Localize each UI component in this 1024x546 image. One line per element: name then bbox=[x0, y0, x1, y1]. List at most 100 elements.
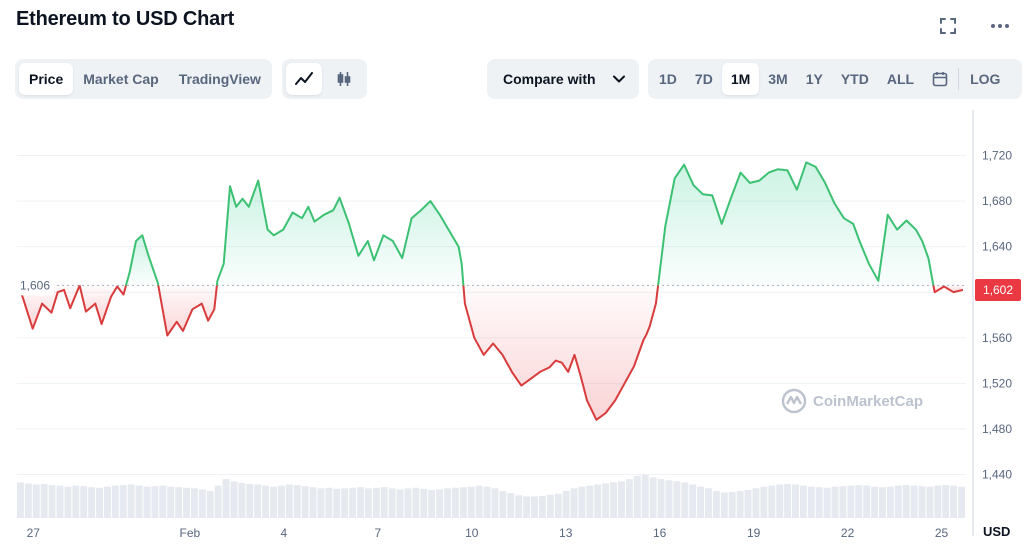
line-above-baseline bbox=[657, 161, 935, 286]
line-chart-button[interactable] bbox=[286, 63, 322, 95]
volume-bar bbox=[934, 485, 942, 518]
volume-bar bbox=[562, 491, 570, 518]
volume-bar bbox=[689, 484, 697, 518]
compare-dropdown[interactable]: Compare with bbox=[487, 59, 639, 99]
line-below-baseline bbox=[462, 285, 660, 421]
time-range-group: 1D 7D 1M 3M 1Y YTD ALL LOG bbox=[648, 59, 1022, 99]
volume-bar bbox=[641, 474, 649, 518]
tab-tradingview[interactable]: TradingView bbox=[178, 71, 261, 87]
currency-label: USD bbox=[983, 524, 1011, 539]
range-ytd[interactable]: YTD bbox=[840, 71, 869, 87]
range-1d[interactable]: 1D bbox=[659, 71, 677, 87]
y-tick-label: 1,680 bbox=[982, 194, 1012, 208]
range-1y[interactable]: 1Y bbox=[805, 71, 823, 87]
volume-bar bbox=[262, 485, 270, 518]
watermark-text: CoinMarketCap bbox=[813, 392, 924, 410]
area-below-baseline bbox=[79, 285, 126, 325]
volume-bar bbox=[926, 486, 934, 518]
chevron-down-icon bbox=[613, 75, 625, 83]
more-options-icon[interactable] bbox=[988, 14, 1012, 38]
tab-market-cap[interactable]: Market Cap bbox=[83, 71, 159, 87]
volume-bar bbox=[103, 486, 111, 518]
chart-type-group bbox=[282, 59, 367, 99]
volume-bar bbox=[744, 489, 752, 518]
volume-bar bbox=[127, 484, 135, 518]
volume-bar bbox=[428, 489, 436, 518]
log-toggle[interactable]: LOG bbox=[970, 71, 1001, 87]
line-below-baseline bbox=[932, 285, 964, 294]
volume-bar bbox=[40, 483, 48, 518]
volume-bar bbox=[649, 477, 657, 518]
tab-price[interactable]: Price bbox=[19, 63, 74, 95]
fullscreen-icon[interactable] bbox=[936, 14, 960, 38]
x-tick-label: 13 bbox=[559, 526, 573, 540]
volume-bar bbox=[879, 487, 886, 518]
range-1m[interactable]: 1M bbox=[721, 63, 760, 95]
volume-bar bbox=[436, 489, 444, 518]
line-below-baseline bbox=[17, 285, 81, 330]
price-area bbox=[17, 162, 963, 420]
volume-bar bbox=[451, 487, 459, 518]
y-tick-label: 1,560 bbox=[982, 331, 1012, 345]
volume-bar bbox=[807, 486, 815, 518]
volume-bar bbox=[918, 486, 926, 518]
volume-bar bbox=[839, 486, 847, 518]
volume-bar bbox=[293, 485, 301, 518]
volume-bar bbox=[333, 488, 341, 518]
volume-bar bbox=[206, 491, 214, 518]
current-price-value: 1,602 bbox=[983, 283, 1013, 297]
line-chart-icon bbox=[295, 72, 313, 85]
line-below-baseline bbox=[157, 285, 218, 337]
area-below-baseline bbox=[18, 285, 80, 329]
volume-bar bbox=[712, 491, 720, 518]
volume-bar bbox=[475, 485, 483, 518]
volume-bar bbox=[625, 479, 633, 518]
y-tick-label: 1,640 bbox=[982, 240, 1012, 254]
x-tick-label: 19 bbox=[747, 526, 761, 540]
area-below-baseline bbox=[158, 285, 217, 336]
volume-bar bbox=[657, 479, 665, 518]
range-3m[interactable]: 3M bbox=[768, 71, 788, 87]
volume-bar bbox=[444, 488, 451, 518]
volume-bar bbox=[831, 486, 839, 518]
volume-bar bbox=[309, 487, 317, 518]
area-above-baseline bbox=[658, 162, 934, 286]
volume-bar bbox=[720, 492, 728, 518]
volume-bar bbox=[32, 484, 40, 518]
calendar-icon bbox=[932, 72, 948, 87]
area-above-baseline bbox=[216, 180, 464, 286]
date-picker-button[interactable] bbox=[923, 63, 957, 95]
volume-bar bbox=[349, 487, 357, 518]
volume-bar bbox=[958, 486, 965, 518]
volume-bar bbox=[499, 491, 507, 518]
volume-bar bbox=[523, 496, 531, 518]
volume-bar bbox=[301, 486, 309, 518]
price-line bbox=[16, 161, 964, 421]
volume-bars bbox=[17, 474, 965, 518]
volume-bar bbox=[586, 485, 594, 518]
volume-bar bbox=[728, 492, 736, 518]
volume-bar bbox=[491, 488, 499, 518]
volume-bar bbox=[823, 487, 831, 518]
volume-bar bbox=[459, 487, 467, 518]
volume-bar bbox=[799, 485, 807, 518]
volume-bar bbox=[143, 486, 151, 518]
price-chart[interactable]: 1,440 1,480 1,520 1,560 1,640 1,680 1,720 27 Fe… bbox=[0, 110, 1024, 546]
x-tick-label: 10 bbox=[465, 526, 479, 540]
volume-bar bbox=[396, 489, 404, 518]
volume-bar bbox=[705, 488, 712, 518]
area-above-baseline bbox=[126, 235, 159, 286]
volume-bar bbox=[254, 484, 262, 518]
volume-bar bbox=[404, 488, 412, 518]
volume-bar bbox=[784, 483, 792, 518]
volume-bar bbox=[230, 481, 238, 518]
volume-bar bbox=[768, 485, 776, 518]
volume-bar bbox=[736, 491, 744, 518]
volume-bar bbox=[863, 485, 871, 518]
volume-bar bbox=[214, 485, 222, 518]
range-7d[interactable]: 7D bbox=[694, 71, 713, 87]
volume-bar bbox=[483, 486, 491, 518]
range-all[interactable]: ALL bbox=[886, 71, 915, 87]
candlestick-chart-button[interactable] bbox=[326, 63, 362, 95]
chart-title: Ethereum to USD Chart bbox=[16, 8, 235, 30]
